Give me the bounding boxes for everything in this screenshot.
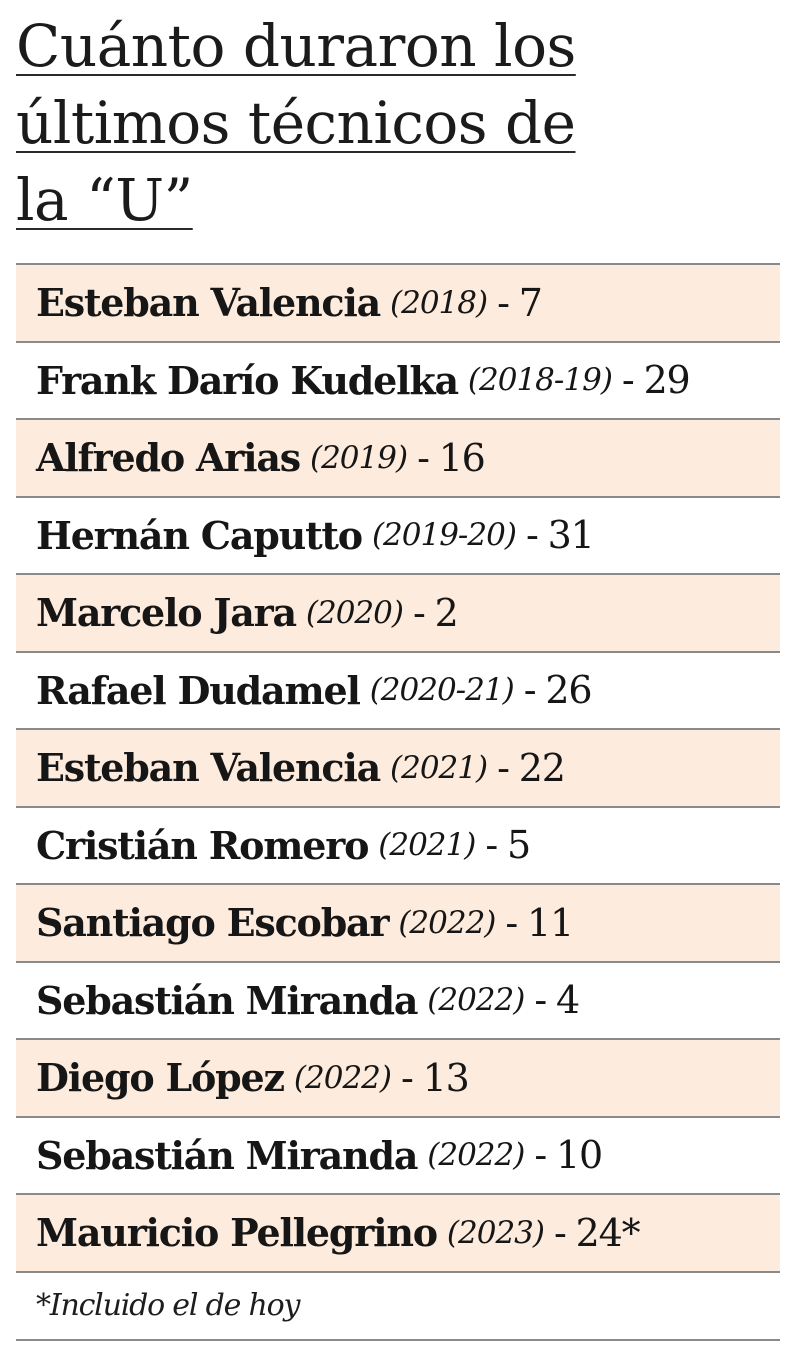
coach-name: Mauricio Pellegrino: [36, 1210, 438, 1256]
coach-separator: -: [401, 1055, 414, 1100]
coach-name: Rafael Dudamel: [36, 667, 361, 713]
coach-row: Marcelo Jara (2020) - 2: [16, 575, 780, 653]
coach-name: Esteban Valencia: [36, 280, 381, 326]
coach-name: Cristián Romero: [36, 822, 369, 868]
coach-years: (2020-21): [369, 672, 515, 709]
coach-count: 16: [438, 435, 486, 480]
coach-count: 13: [422, 1055, 470, 1100]
coach-count: 31: [547, 513, 595, 558]
coach-years: (2022): [427, 1137, 525, 1174]
coach-separator: -: [554, 1210, 567, 1255]
coach-count: 29: [643, 358, 691, 403]
coach-separator: -: [485, 823, 498, 868]
coach-separator: -: [412, 590, 426, 635]
coach-row: Esteban Valencia (2018) - 7: [16, 265, 780, 343]
coach-row: Frank Darío Kudelka (2018-19) - 29: [16, 343, 780, 420]
coach-name: Marcelo Jara: [36, 590, 297, 636]
coach-name: Hernán Caputto: [36, 512, 363, 558]
coach-years: (2019): [309, 439, 408, 476]
coach-count: 7: [518, 280, 543, 325]
coach-years: (2021): [390, 749, 488, 786]
coach-separator: -: [417, 435, 430, 480]
coach-years: (2020): [305, 594, 404, 631]
coach-name: Alfredo Arias: [36, 435, 301, 481]
coach-years: (2018): [390, 284, 488, 321]
title-line-1: Cuánto duraron los: [16, 12, 576, 80]
coach-years: (2018-19): [467, 362, 613, 399]
coach-count: 4: [555, 978, 580, 1023]
coach-years: (2022): [398, 904, 496, 941]
coach-separator: -: [525, 513, 539, 558]
title-line-3: la “U”: [16, 166, 193, 234]
coach-row: Sebastián Miranda (2022) - 10: [16, 1118, 780, 1195]
coach-separator: -: [534, 978, 547, 1023]
coach-row: Esteban Valencia (2021) - 22: [16, 730, 780, 808]
coach-years: (2023): [446, 1214, 545, 1251]
coach-row: Mauricio Pellegrino (2023) - 24*: [16, 1195, 780, 1273]
coach-separator: -: [621, 358, 635, 403]
coach-count: 2: [434, 590, 459, 635]
coach-row: Rafael Dudamel (2020-21) - 26: [16, 653, 780, 730]
title-line-2: últimos técnicos de: [16, 89, 576, 157]
coach-name: Esteban Valencia: [36, 745, 381, 791]
coach-years: (2019-20): [371, 517, 517, 554]
coach-row: Alfredo Arias (2019) - 16: [16, 420, 780, 498]
coach-count: 26: [545, 668, 592, 713]
coach-row: Santiago Escobar (2022) - 11: [16, 885, 780, 963]
coach-years: (2021): [378, 827, 476, 864]
coach-row: Hernán Caputto (2019-20) - 31: [16, 498, 780, 575]
coach-count: 22: [518, 745, 566, 790]
coach-row: Sebastián Miranda (2022) - 4: [16, 963, 780, 1040]
coach-count: 5: [506, 823, 531, 868]
coach-separator: -: [523, 668, 537, 713]
coach-count: 11: [527, 900, 574, 945]
coach-count: 10: [555, 1133, 603, 1178]
coach-name: Santiago Escobar: [36, 900, 390, 946]
coaches-table: Esteban Valencia (2018) - 7 Frank Darío …: [16, 263, 780, 1341]
coach-row: Diego López (2022) - 13: [16, 1040, 780, 1118]
footnote: *Incluido el de hoy: [16, 1273, 780, 1341]
coach-name: Diego López: [36, 1055, 285, 1101]
coach-years: (2022): [427, 982, 525, 1019]
coach-years: (2022): [293, 1059, 392, 1096]
coach-separator: -: [497, 745, 510, 790]
page-title: Cuánto duraron los últimos técnicos de l…: [16, 8, 716, 239]
coach-count: 24*: [575, 1210, 641, 1255]
coach-name: Sebastián Miranda: [36, 1132, 418, 1178]
coach-name: Frank Darío Kudelka: [36, 357, 459, 403]
coach-separator: -: [534, 1133, 547, 1178]
coach-row: Cristián Romero (2021) - 5: [16, 808, 780, 885]
coach-name: Sebastián Miranda: [36, 977, 418, 1023]
coach-separator: -: [497, 280, 510, 325]
coach-separator: -: [505, 900, 518, 945]
